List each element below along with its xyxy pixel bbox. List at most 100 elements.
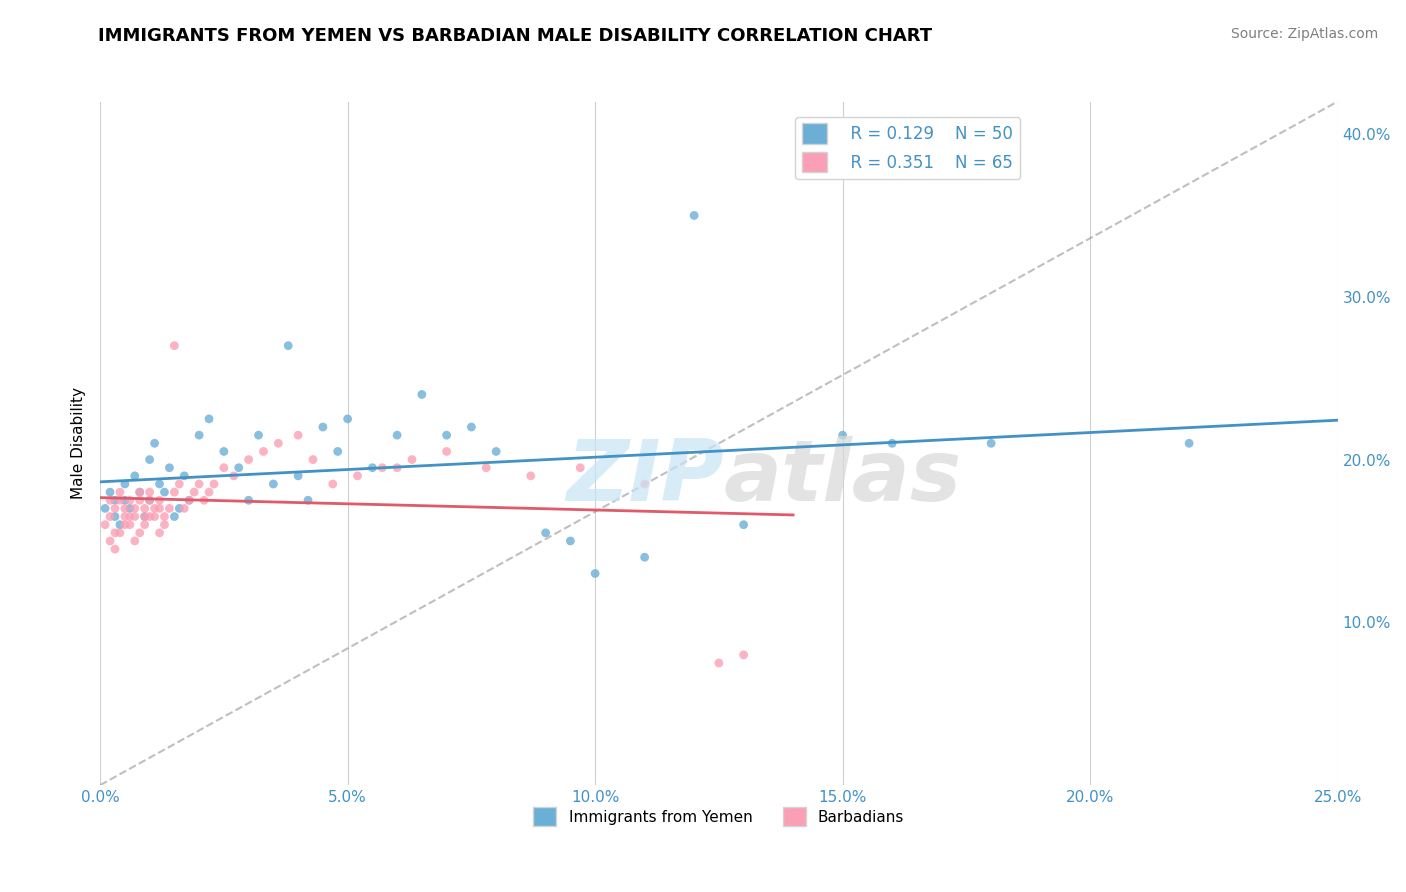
Point (148, 525, 170, 540)
Point (104, 493, 127, 508)
Point (831, 428, 853, 442)
Point (485, 444, 508, 458)
Point (169, 501, 191, 516)
Point (169, 477, 191, 491)
Point (212, 460, 235, 475)
Point (114, 477, 136, 491)
Point (183, 485, 205, 500)
Point (193, 493, 215, 508)
Point (108, 517, 131, 532)
Point (560, 533, 582, 548)
Point (401, 452, 423, 467)
Point (114, 493, 136, 508)
Point (980, 436, 1002, 450)
Point (114, 501, 136, 516)
Point (143, 436, 166, 450)
Point (322, 477, 344, 491)
Point (460, 420, 482, 434)
Point (475, 460, 498, 475)
Point (202, 477, 225, 491)
Point (287, 468, 309, 483)
Point (138, 452, 160, 467)
Point (312, 420, 335, 434)
Point (385, 460, 408, 475)
Point (247, 428, 270, 442)
Point (118, 517, 141, 532)
Point (143, 501, 166, 516)
Point (138, 493, 160, 508)
Point (238, 493, 260, 508)
Point (134, 501, 156, 516)
Point (148, 501, 170, 516)
Point (238, 452, 260, 467)
Point (436, 428, 458, 442)
Point (411, 387, 433, 401)
Point (198, 412, 221, 426)
Point (173, 501, 195, 516)
Point (148, 477, 170, 491)
Point (361, 460, 384, 475)
Point (124, 468, 146, 483)
Point (124, 501, 146, 516)
Point (385, 428, 408, 442)
Point (128, 485, 150, 500)
Point (114, 517, 136, 532)
Point (134, 517, 156, 532)
Point (118, 493, 141, 508)
Point (104, 509, 127, 524)
Point (159, 460, 181, 475)
Point (134, 509, 156, 524)
Point (188, 428, 211, 442)
Point (252, 444, 274, 458)
Point (94, 517, 117, 532)
Point (104, 525, 127, 540)
Y-axis label: Male Disability: Male Disability (72, 387, 86, 500)
Point (138, 493, 160, 508)
Point (733, 648, 755, 662)
Point (94, 501, 117, 516)
Point (108, 493, 131, 508)
Point (98, 493, 121, 508)
Point (583, 566, 606, 581)
Point (173, 468, 195, 483)
Point (163, 509, 186, 524)
Point (128, 485, 150, 500)
Point (153, 509, 176, 524)
Point (262, 477, 284, 491)
Point (733, 517, 755, 532)
Point (163, 339, 186, 353)
Point (98, 533, 121, 548)
Point (179, 493, 201, 508)
Point (118, 501, 141, 516)
Point (104, 501, 127, 516)
Text: ZIP: ZIP (565, 436, 724, 519)
Point (882, 436, 904, 450)
Point (683, 209, 706, 223)
Legend: Immigrants from Yemen, Barbadians: Immigrants from Yemen, Barbadians (527, 801, 911, 832)
Point (212, 444, 235, 458)
Point (159, 501, 181, 516)
Point (336, 412, 359, 426)
Point (179, 493, 201, 508)
Point (104, 542, 127, 557)
Point (707, 656, 730, 670)
Point (153, 485, 176, 500)
Point (114, 509, 136, 524)
Point (98, 509, 121, 524)
Point (153, 517, 176, 532)
Point (148, 493, 170, 508)
Point (128, 493, 150, 508)
Text: Source: ZipAtlas.com: Source: ZipAtlas.com (1230, 27, 1378, 41)
Point (188, 477, 211, 491)
Point (124, 533, 146, 548)
Point (1178, 436, 1201, 450)
Point (346, 468, 368, 483)
Point (633, 550, 655, 565)
Point (108, 485, 131, 500)
Point (520, 468, 543, 483)
Point (228, 460, 250, 475)
Point (138, 485, 160, 500)
Point (297, 493, 319, 508)
Point (277, 339, 299, 353)
Point (633, 477, 655, 491)
